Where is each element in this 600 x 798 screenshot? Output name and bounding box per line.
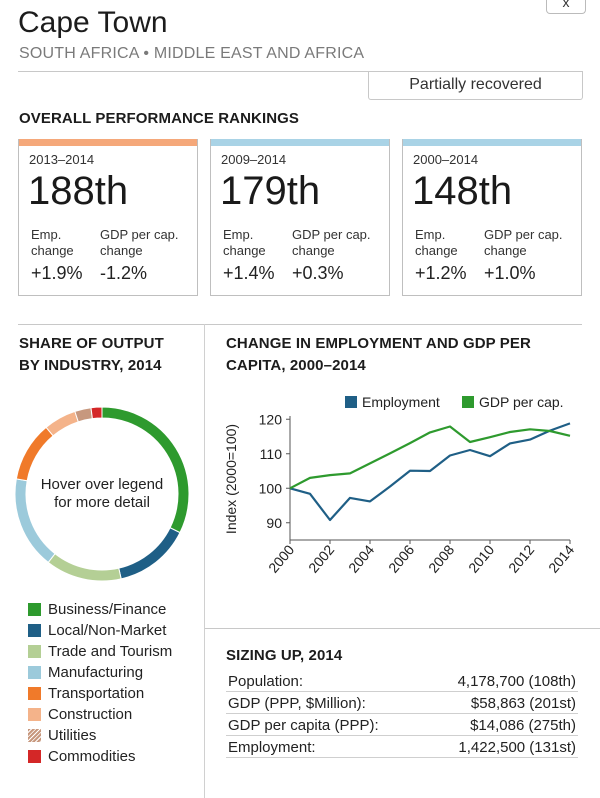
sizing-value: $14,086 (275th): [470, 717, 576, 734]
ranking-value: 188th: [28, 169, 129, 213]
share-title-line1: SHARE OF OUTPUT: [19, 335, 164, 352]
sizing-value: 1,422,500 (131st): [458, 739, 576, 756]
series-line-gdp-per-cap-: [289, 425, 571, 490]
emp-change-label: Emp. change: [223, 227, 266, 258]
employment-gdp-chart-title: CHANGE IN EMPLOYMENT AND GDP PER CAPITA,…: [226, 335, 531, 374]
donut-slice-local-non-market[interactable]: [118, 527, 181, 580]
rankings-title: OVERALL PERFORMANCE RANKINGS: [19, 110, 300, 127]
legend-label: Construction: [48, 706, 133, 723]
gdp-change-label: GDP per cap. change: [100, 227, 179, 258]
y-tick-label: 100: [259, 480, 283, 496]
legend-swatch: [462, 396, 474, 408]
donut-slice-business-finance[interactable]: [101, 406, 190, 534]
legend-label: Employment: [362, 394, 440, 410]
gdp-change-value: +0.3%: [292, 263, 344, 283]
ranking-card: 2000–2014 148th Emp. change GDP per cap. ch…: [402, 139, 582, 296]
sizing-value: 4,178,700 (108th): [457, 673, 576, 690]
x-tick-label: 2014: [545, 541, 577, 575]
legend-label: Local/Non-Market: [48, 622, 167, 639]
ranking-card-bar: [19, 139, 197, 146]
section-divider: [18, 324, 582, 325]
x-tick-label: 2006: [385, 541, 417, 575]
ranking-card: 2013–2014 188th Emp. change GDP per cap. ch…: [18, 139, 198, 296]
emp-change-value: +1.2%: [415, 263, 467, 283]
legend-swatch: [28, 624, 41, 637]
ranking-period: 2009–2014: [221, 152, 287, 167]
legend-label: Transportation: [48, 685, 145, 702]
x-tick-label: 2000: [265, 541, 297, 575]
industry-donut-chart: [14, 406, 190, 582]
legend-swatch: [28, 666, 41, 679]
legend-swatch: [28, 750, 41, 763]
donut-slice-construction[interactable]: [45, 410, 79, 437]
employment-gdp-line-chart: Employment GDP per cap. 90 100 110 120 Index (…: [223, 394, 577, 576]
gdp-change-label: GDP per cap. change: [292, 227, 371, 258]
legend-swatch: [28, 603, 41, 616]
legend-swatch: [345, 396, 357, 408]
ranking-period: 2013–2014: [29, 152, 95, 167]
legend-label: Commodities: [48, 748, 136, 765]
series-line-employment: [289, 422, 571, 522]
sizing-row: Employment: 1,422,500 (131st): [226, 736, 578, 758]
city-title: Cape Town: [18, 6, 168, 39]
ranking-card: 2009–2014 179th Emp. change GDP per cap. ch…: [210, 139, 390, 296]
sizing-label: Employment:: [228, 739, 316, 756]
legend-label: Trade and Tourism: [48, 643, 173, 660]
region-subtitle: SOUTH AFRICA • MIDDLE EAST AND AFRICA: [19, 45, 365, 62]
x-tick-label: 2004: [345, 541, 377, 575]
donut-slice-utilities[interactable]: [74, 407, 93, 423]
sizing-label: Population:: [228, 673, 304, 690]
legend-label: Business/Finance: [48, 601, 167, 618]
donut-hint: Hover over legend for more detail: [40, 476, 164, 511]
legend-swatch: [28, 687, 41, 700]
share-title-line2: BY INDUSTRY, 2014: [19, 357, 162, 374]
sizing-label: GDP per capita (PPP):: [228, 717, 379, 734]
emp-change-value: +1.4%: [223, 263, 275, 283]
emp-change-value: +1.9%: [31, 263, 83, 283]
sizing-row: GDP (PPP, $Million): $58,863 (201st): [226, 692, 578, 714]
gdp-change-value: +1.0%: [484, 263, 536, 283]
x-tick-label: 2008: [425, 541, 457, 575]
y-tick-label: 90: [266, 515, 282, 531]
legend-label: Utilities: [48, 727, 97, 744]
x-tick-label: 2010: [465, 541, 497, 575]
sizing-label: GDP (PPP, $Million):: [228, 695, 366, 712]
emp-change-label: Emp. change: [415, 227, 458, 258]
sizing-title: SIZING UP, 2014: [226, 647, 343, 664]
x-tick-label: 2002: [305, 541, 337, 575]
sizing-value: $58,863 (201st): [470, 695, 576, 712]
ranking-period: 2000–2014: [413, 152, 479, 167]
status-badge: Partially recovered: [368, 71, 583, 100]
ranking-card-bar: [211, 139, 389, 146]
ranking-card-bar: [403, 139, 581, 146]
legend-swatch: [28, 645, 41, 658]
legend-label: Manufacturing: [48, 664, 144, 681]
legend-swatch: [28, 708, 41, 721]
legend-label: GDP per cap.: [479, 394, 564, 410]
close-button[interactable]: x: [546, 0, 586, 14]
x-tick-label: 2012: [505, 541, 537, 575]
legend-swatch: [28, 729, 41, 742]
gdp-change-value: -1.2%: [100, 263, 148, 283]
ranking-value: 179th: [220, 169, 321, 213]
header-divider: [18, 71, 582, 72]
column-divider: [204, 324, 205, 798]
sizing-row: GDP per capita (PPP): $14,086 (275th): [226, 714, 578, 736]
donut-slice-commodities[interactable]: [90, 406, 103, 420]
donut-slice-transportation[interactable]: [15, 426, 54, 482]
ranking-value: 148th: [412, 169, 513, 213]
sizing-divider: [205, 628, 600, 629]
y-tick-label: 110: [260, 446, 283, 462]
gdp-change-label: GDP per cap. change: [484, 227, 563, 258]
emp-change-label: Emp. change: [31, 227, 74, 258]
y-tick-label: 120: [259, 411, 283, 427]
sizing-row: Population: 4,178,700 (108th): [226, 670, 578, 692]
y-axis-label: Index (2000=100): [223, 424, 239, 534]
donut-slice-trade-and-tourism[interactable]: [47, 553, 122, 582]
